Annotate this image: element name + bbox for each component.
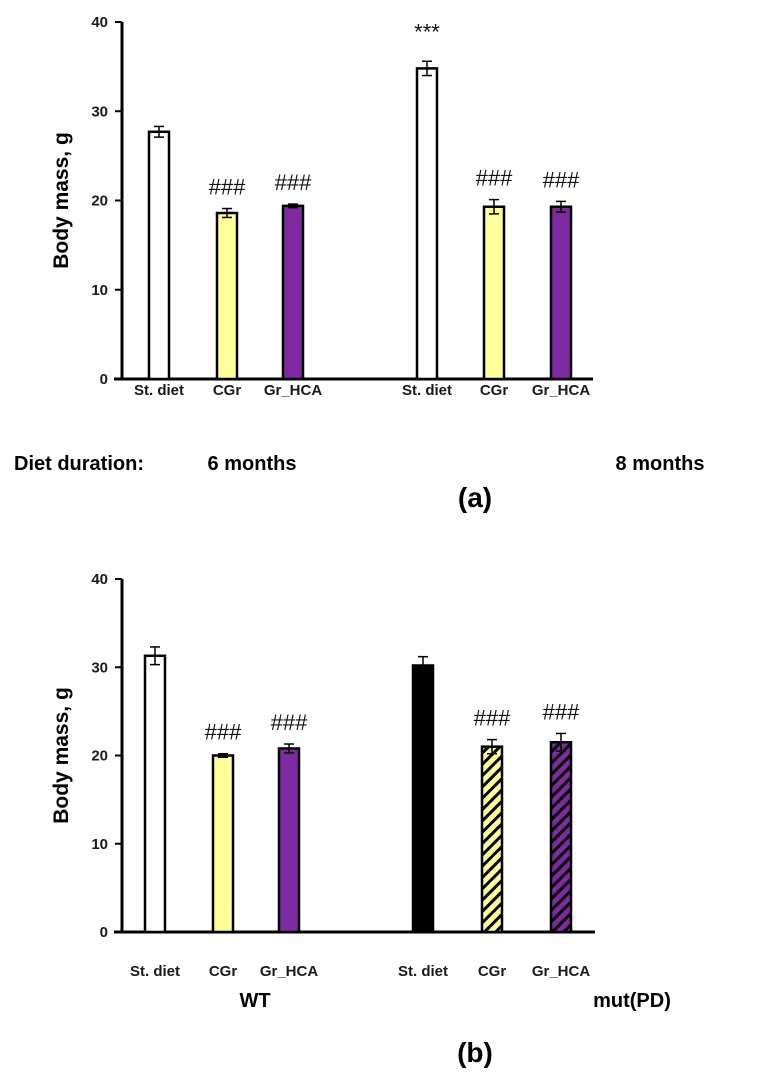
bar (281, 204, 305, 381)
category-label: St. diet (402, 382, 452, 399)
category-label: St. diet (134, 382, 184, 399)
category-label: St. diet (130, 963, 180, 980)
y-tick-label: 10 (91, 836, 108, 853)
group-label: WT (239, 990, 270, 1012)
bar (143, 654, 167, 934)
category-label: Gr_HCA (264, 382, 323, 399)
y-tick-label: 10 (91, 282, 108, 299)
significance-label: ### (543, 699, 580, 724)
bar (277, 747, 301, 934)
y-tick-label: 40 (91, 571, 108, 588)
category-label: Gr_HCA (532, 963, 591, 980)
y-tick-label: 0 (100, 924, 108, 941)
category-label: St. diet (398, 963, 448, 980)
row-label: Diet duration: (14, 453, 144, 475)
y-tick-label: 30 (91, 103, 108, 120)
category-label: CGr (478, 963, 507, 980)
significance-label: ### (474, 706, 511, 731)
bar (411, 664, 435, 934)
significance-label: ### (543, 167, 580, 192)
bar (549, 205, 573, 381)
category-label: CGr (480, 382, 509, 399)
bar (480, 745, 504, 934)
category-label: CGr (209, 963, 238, 980)
significance-label: ### (205, 720, 242, 745)
significance-label: ### (275, 170, 312, 195)
panel-label: (b) (457, 1037, 493, 1068)
panel-label: (a) (458, 482, 492, 513)
bar (482, 205, 506, 381)
category-label: Gr_HCA (260, 963, 319, 980)
bar (147, 130, 171, 381)
y-axis-title: Body mass, g (50, 132, 73, 269)
group-label: 6 months (208, 453, 297, 475)
bar (215, 211, 239, 381)
significance-label: ### (476, 166, 513, 191)
y-tick-label: 20 (91, 748, 108, 765)
bar (415, 67, 439, 381)
y-axis-title: Body mass, g (50, 687, 73, 824)
significance-label: ### (209, 175, 246, 200)
category-label: Gr_HCA (532, 382, 591, 399)
y-tick-label: 40 (91, 14, 108, 31)
y-tick-label: 30 (91, 659, 108, 676)
category-label: CGr (213, 382, 242, 399)
group-label: mut(PD) (593, 990, 671, 1012)
bar (211, 754, 235, 934)
bar (549, 741, 573, 934)
significance-label: ### (271, 710, 308, 735)
significance-label: *** (414, 19, 440, 44)
group-label: 8 months (616, 453, 705, 475)
y-tick-label: 0 (100, 371, 108, 388)
y-tick-label: 20 (91, 193, 108, 210)
